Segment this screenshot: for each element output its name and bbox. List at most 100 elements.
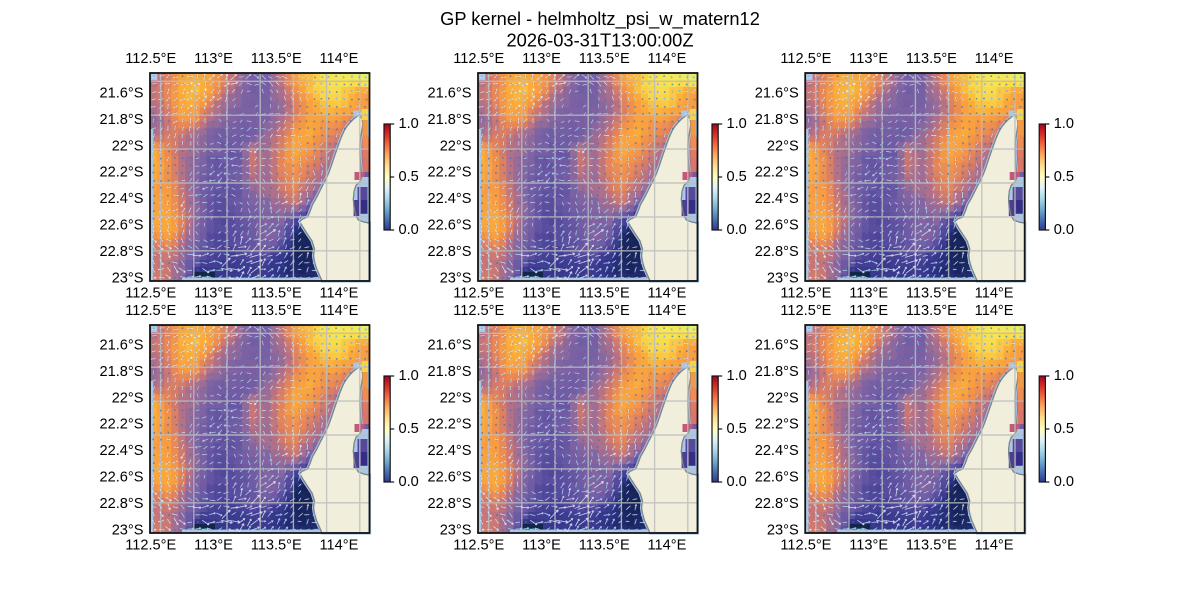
svg-text:114°E: 114°E [319, 286, 358, 302]
svg-text:112.5°E: 112.5°E [453, 51, 504, 67]
svg-text:114°E: 114°E [647, 538, 686, 554]
svg-text:113°E: 113°E [522, 303, 561, 319]
svg-text:22.6°S: 22.6°S [100, 470, 144, 486]
svg-text:22.2°S: 22.2°S [100, 417, 144, 433]
svg-text:113.5°E: 113.5°E [251, 538, 302, 554]
svg-text:23°S: 23°S [440, 270, 472, 286]
svg-text:114°E: 114°E [975, 538, 1014, 554]
svg-text:21.6°S: 21.6°S [428, 338, 472, 354]
svg-text:22.2°S: 22.2°S [755, 417, 799, 433]
svg-text:113°E: 113°E [849, 303, 888, 319]
svg-text:112.5°E: 112.5°E [453, 538, 504, 554]
svg-text:0.0: 0.0 [399, 222, 419, 238]
svg-text:22.4°S: 22.4°S [755, 191, 799, 207]
svg-text:113°E: 113°E [194, 286, 233, 302]
svg-text:22°S: 22°S [112, 138, 144, 154]
svg-text:114°E: 114°E [319, 51, 358, 67]
svg-text:112.5°E: 112.5°E [780, 303, 831, 319]
svg-text:113.5°E: 113.5°E [579, 51, 630, 67]
svg-text:22.2°S: 22.2°S [100, 165, 144, 181]
svg-text:113.5°E: 113.5°E [906, 303, 957, 319]
svg-text:113°E: 113°E [522, 51, 561, 67]
svg-text:21.6°S: 21.6°S [755, 86, 799, 102]
svg-text:1.0: 1.0 [399, 116, 419, 132]
svg-text:22.6°S: 22.6°S [428, 470, 472, 486]
svg-text:112.5°E: 112.5°E [125, 538, 176, 554]
svg-text:22.4°S: 22.4°S [428, 443, 472, 459]
svg-text:22°S: 22°S [767, 138, 799, 154]
svg-text:112.5°E: 112.5°E [125, 286, 176, 302]
svg-text:114°E: 114°E [319, 538, 358, 554]
svg-text:22.6°S: 22.6°S [428, 218, 472, 234]
svg-text:112.5°E: 112.5°E [780, 538, 831, 554]
svg-text:113°E: 113°E [194, 51, 233, 67]
svg-text:114°E: 114°E [319, 303, 358, 319]
svg-text:22°S: 22°S [440, 390, 472, 406]
svg-text:0.5: 0.5 [727, 421, 747, 437]
svg-text:0.0: 0.0 [727, 474, 747, 490]
svg-text:0.0: 0.0 [399, 474, 419, 490]
svg-text:22.8°S: 22.8°S [755, 244, 799, 260]
svg-text:21.6°S: 21.6°S [100, 338, 144, 354]
svg-text:1.0: 1.0 [727, 116, 747, 132]
svg-text:113.5°E: 113.5°E [579, 303, 630, 319]
svg-text:1.0: 1.0 [727, 368, 747, 384]
svg-text:22.2°S: 22.2°S [428, 165, 472, 181]
svg-text:21.8°S: 21.8°S [100, 112, 144, 128]
svg-text:22.8°S: 22.8°S [100, 496, 144, 512]
svg-text:21.6°S: 21.6°S [755, 338, 799, 354]
svg-text:23°S: 23°S [767, 522, 799, 538]
svg-text:0.5: 0.5 [1054, 421, 1074, 437]
svg-text:22.2°S: 22.2°S [428, 417, 472, 433]
svg-text:113°E: 113°E [522, 286, 561, 302]
svg-text:22.6°S: 22.6°S [755, 218, 799, 234]
svg-text:21.8°S: 21.8°S [428, 112, 472, 128]
svg-text:114°E: 114°E [975, 51, 1014, 67]
svg-text:21.8°S: 21.8°S [755, 112, 799, 128]
svg-text:22°S: 22°S [767, 390, 799, 406]
svg-text:22.8°S: 22.8°S [428, 244, 472, 260]
svg-text:23°S: 23°S [767, 270, 799, 286]
svg-text:22.4°S: 22.4°S [428, 191, 472, 207]
svg-text:113°E: 113°E [522, 538, 561, 554]
svg-text:112.5°E: 112.5°E [453, 303, 504, 319]
svg-text:0.5: 0.5 [1054, 169, 1074, 185]
svg-text:113.5°E: 113.5°E [579, 286, 630, 302]
svg-text:113°E: 113°E [849, 538, 888, 554]
svg-text:1.0: 1.0 [1054, 368, 1074, 384]
svg-text:22.2°S: 22.2°S [755, 165, 799, 181]
svg-text:112.5°E: 112.5°E [453, 286, 504, 302]
svg-text:GP kernel - helmholtz_psi_w_ma: GP kernel - helmholtz_psi_w_matern12 [440, 8, 760, 30]
svg-text:22°S: 22°S [440, 138, 472, 154]
svg-text:23°S: 23°S [440, 522, 472, 538]
svg-text:22.8°S: 22.8°S [428, 496, 472, 512]
svg-text:112.5°E: 112.5°E [125, 303, 176, 319]
svg-text:113°E: 113°E [849, 51, 888, 67]
svg-text:21.8°S: 21.8°S [100, 364, 144, 380]
svg-text:114°E: 114°E [647, 303, 686, 319]
svg-text:113°E: 113°E [194, 538, 233, 554]
svg-text:23°S: 23°S [112, 522, 144, 538]
svg-text:22.4°S: 22.4°S [755, 443, 799, 459]
svg-text:114°E: 114°E [975, 303, 1014, 319]
svg-text:0.0: 0.0 [1054, 474, 1074, 490]
svg-text:22.6°S: 22.6°S [100, 218, 144, 234]
svg-text:113.5°E: 113.5°E [251, 303, 302, 319]
svg-text:113.5°E: 113.5°E [906, 51, 957, 67]
svg-text:21.8°S: 21.8°S [755, 364, 799, 380]
svg-text:1.0: 1.0 [1054, 116, 1074, 132]
svg-text:112.5°E: 112.5°E [125, 51, 176, 67]
svg-text:114°E: 114°E [647, 286, 686, 302]
svg-text:21.6°S: 21.6°S [428, 86, 472, 102]
svg-text:112.5°E: 112.5°E [780, 286, 831, 302]
svg-text:22.6°S: 22.6°S [755, 470, 799, 486]
svg-text:22.4°S: 22.4°S [100, 443, 144, 459]
svg-text:0.0: 0.0 [1054, 222, 1074, 238]
svg-text:113.5°E: 113.5°E [906, 286, 957, 302]
svg-text:2026-03-31T13:00:00Z: 2026-03-31T13:00:00Z [506, 30, 693, 51]
svg-text:22.8°S: 22.8°S [100, 244, 144, 260]
svg-text:21.8°S: 21.8°S [428, 364, 472, 380]
svg-text:0.5: 0.5 [399, 421, 419, 437]
svg-text:22.4°S: 22.4°S [100, 191, 144, 207]
svg-text:113.5°E: 113.5°E [906, 538, 957, 554]
